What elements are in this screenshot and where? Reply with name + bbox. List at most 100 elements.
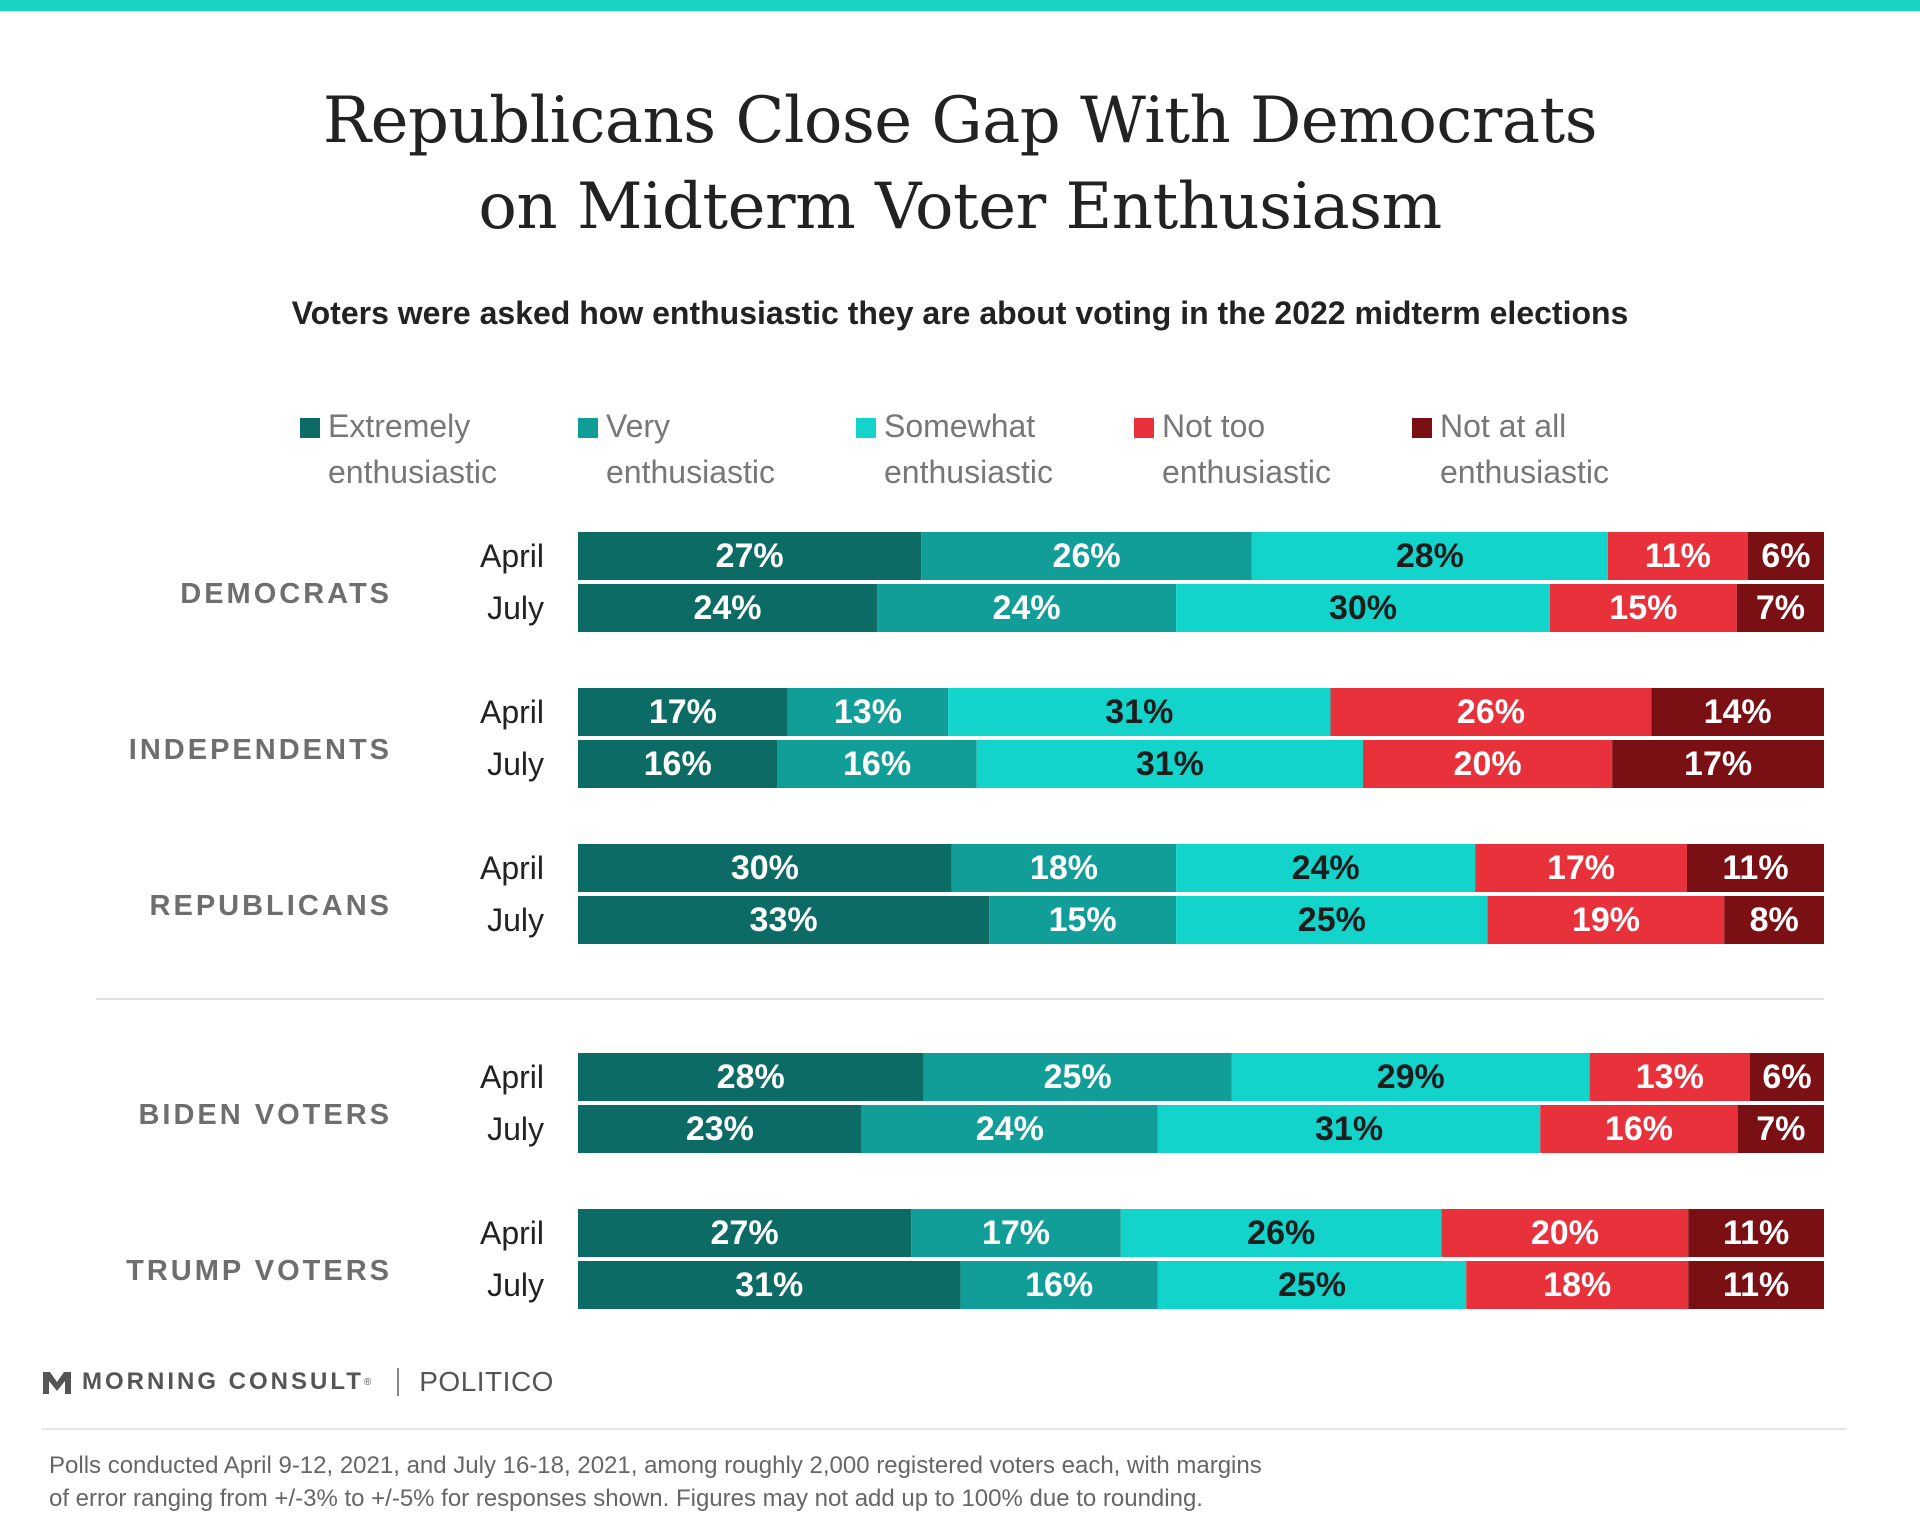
bar-segment-4-1-0 <box>578 1261 961 1309</box>
bar-segment-2-1-0 <box>578 896 990 944</box>
legend-label-3-0: Not too <box>1162 408 1265 444</box>
bar-segment-1-0-2 <box>948 688 1331 736</box>
data-label-3-1-0: 23% <box>686 1110 754 1148</box>
footer-note: Polls conducted April 9-12, 2021, and Ju… <box>49 1449 1549 1515</box>
data-label-3-1-3: 16% <box>1605 1110 1673 1148</box>
morning-consult-logo-icon <box>43 1372 71 1394</box>
bar-segment-2-0-1 <box>951 844 1177 892</box>
bar-segment-4-0-3 <box>1441 1209 1689 1257</box>
data-label-4-1-1: 16% <box>1025 1266 1093 1304</box>
data-label-1-0-2: 31% <box>1105 693 1173 731</box>
data-label-1-1-3: 20% <box>1454 745 1522 783</box>
data-label-3-1-4: 7% <box>1756 1110 1805 1148</box>
bar-segment-1-0-0 <box>578 688 788 736</box>
bar-segment-4-0-2 <box>1120 1209 1442 1257</box>
bar-segment-4-0-0 <box>578 1209 912 1257</box>
data-label-4-1-2: 25% <box>1278 1266 1346 1304</box>
bar-segment-2-1-1 <box>989 896 1177 944</box>
bar-segment-0-1-2 <box>1176 584 1550 632</box>
legend-swatch-3 <box>1134 418 1154 438</box>
bar-segment-0-0-2 <box>1251 532 1608 580</box>
footer-divider <box>42 1428 1847 1430</box>
data-label-3-0-3: 13% <box>1636 1058 1704 1096</box>
bar-segment-1-1-3 <box>1362 740 1613 788</box>
stacked-bar-chart: Extremely enthusiastic Very enthusiastic Som… <box>96 408 1824 1309</box>
row-label-1-1: July <box>487 746 544 782</box>
chart-title-line-2: on Midterm Voter Enthusiasm <box>478 170 1442 244</box>
data-label-3-0-0: 28% <box>717 1058 785 1096</box>
data-label-0-0-3: 11% <box>1645 537 1711 575</box>
legend-label-2-0: Somewhat <box>884 408 1035 444</box>
data-label-1-0-4: 14% <box>1704 693 1772 731</box>
data-label-4-0-4: 11% <box>1723 1214 1789 1252</box>
data-label-1-0-3: 26% <box>1457 693 1525 731</box>
footer-note-line-2: of error ranging from +/-3% to +/-5% for… <box>49 1485 1203 1512</box>
bar-segment-4-1-4 <box>1688 1261 1824 1309</box>
legend-label-4-0: Not at all <box>1440 408 1566 444</box>
bar-segment-4-0-1 <box>911 1209 1121 1257</box>
row-label-0-0: April <box>480 538 544 574</box>
group-label-4: TRUMP VOTERS <box>126 1255 392 1287</box>
data-label-0-0-4: 6% <box>1761 537 1810 575</box>
data-label-0-1-1: 24% <box>993 589 1061 627</box>
data-label-2-1-1: 15% <box>1049 901 1117 939</box>
bar-segment-1-0-3 <box>1330 688 1652 736</box>
data-label-4-0-1: 17% <box>982 1214 1050 1252</box>
data-label-1-1-4: 17% <box>1684 745 1752 783</box>
bar-segment-0-1-0 <box>578 584 878 632</box>
group-label-3: BIDEN VOTERS <box>138 1099 392 1131</box>
logo-divider <box>397 1368 400 1396</box>
legend-label-0-1: enthusiastic <box>328 454 497 490</box>
legend-label-1-0: Very <box>606 408 670 444</box>
group-label-2: REPUBLICANS <box>150 890 392 922</box>
bar-segment-3-0-0 <box>578 1053 924 1101</box>
data-label-4-0-0: 27% <box>711 1214 779 1252</box>
bar-segment-0-1-1 <box>877 584 1177 632</box>
chart-subtitle: Voters were asked how enthusiastic they … <box>291 295 1629 331</box>
bar-segment-0-0-3 <box>1607 532 1748 580</box>
bar-segment-4-1-3 <box>1466 1261 1689 1309</box>
data-label-2-0-2: 24% <box>1292 849 1360 887</box>
data-label-0-1-0: 24% <box>693 589 761 627</box>
registered-mark: ® <box>363 1376 372 1388</box>
bar-segment-1-1-1 <box>777 740 977 788</box>
bar-segment-1-1-2 <box>976 740 1363 788</box>
data-label-2-1-4: 8% <box>1750 901 1799 939</box>
data-label-1-0-0: 17% <box>649 693 717 731</box>
row-label-4-1: July <box>487 1267 544 1303</box>
data-label-2-0-0: 30% <box>731 849 799 887</box>
legend-swatch-0 <box>300 418 320 438</box>
data-label-1-0-1: 13% <box>834 693 902 731</box>
bar-segment-3-1-4 <box>1737 1105 1824 1153</box>
legend-label-4-1: enthusiastic <box>1440 454 1609 490</box>
bar-segment-3-0-3 <box>1589 1053 1750 1101</box>
row-label-3-1: July <box>487 1111 544 1147</box>
legend-swatch-2 <box>856 418 876 438</box>
bar-segment-3-0-4 <box>1749 1053 1824 1101</box>
chart-title-line-1: Republicans Close Gap With Democrats <box>322 84 1598 158</box>
bar-segment-0-0-0 <box>578 532 922 580</box>
bar-segment-3-0-2 <box>1231 1053 1590 1101</box>
data-label-4-1-4: 11% <box>1723 1266 1789 1304</box>
bar-segment-4-1-2 <box>1157 1261 1467 1309</box>
data-label-2-0-4: 11% <box>1722 849 1788 887</box>
legend-label-2-1: enthusiastic <box>884 454 1053 490</box>
row-label-3-0: April <box>480 1059 544 1095</box>
row-label-0-1: July <box>487 590 544 626</box>
bar-segment-0-0-4 <box>1747 532 1824 580</box>
accent-top-bar <box>0 0 1920 11</box>
bar-segment-1-1-0 <box>578 740 778 788</box>
data-label-2-1-2: 25% <box>1298 901 1366 939</box>
bar-segment-2-1-4 <box>1724 896 1824 944</box>
bar-segment-0-0-1 <box>921 532 1252 580</box>
bar-segment-3-1-1 <box>861 1105 1158 1153</box>
logo-row: MORNING CONSULT ® POLITICO <box>42 1362 554 1402</box>
politico-wordmark: POLITICO <box>419 1366 554 1397</box>
row-label-1-0: April <box>480 694 544 730</box>
row-label-2-1: July <box>487 902 544 938</box>
data-label-3-0-4: 6% <box>1762 1058 1811 1096</box>
row-label-4-0: April <box>480 1215 544 1251</box>
bar-segment-3-1-2 <box>1157 1105 1541 1153</box>
legend-label-0-0: Extremely <box>328 408 470 444</box>
bar-segment-0-1-4 <box>1736 584 1824 632</box>
